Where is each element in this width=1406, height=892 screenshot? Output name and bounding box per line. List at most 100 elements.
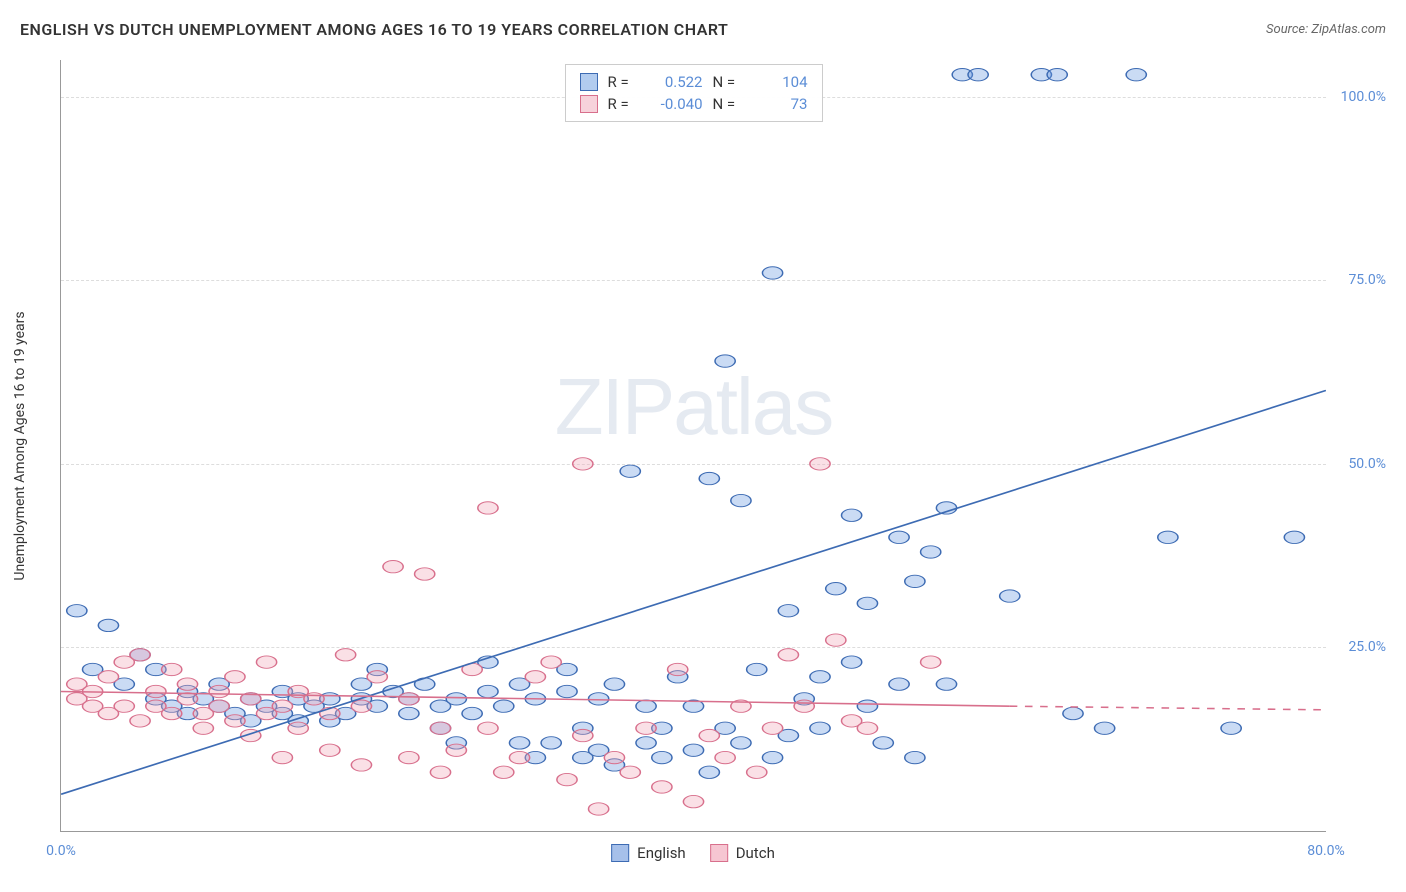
data-point [399, 693, 419, 705]
data-point [1158, 531, 1178, 543]
legend-item-dutch: Dutch [710, 844, 775, 862]
data-point [604, 678, 624, 690]
data-point [810, 458, 830, 470]
data-point [209, 700, 229, 712]
y-tick-label: 25.0% [1348, 639, 1386, 655]
data-point [494, 766, 514, 778]
data-point [399, 707, 419, 719]
legend-item-english: English [611, 844, 686, 862]
data-point [162, 663, 182, 675]
data-point [842, 656, 862, 668]
data-point [1221, 722, 1241, 734]
data-point [762, 751, 782, 763]
legend-label-dutch: Dutch [736, 844, 775, 862]
data-point [668, 663, 688, 675]
series-legend: English Dutch [611, 844, 775, 862]
data-point [209, 685, 229, 697]
y-tick-label: 100.0% [1341, 89, 1386, 105]
data-point [415, 568, 435, 580]
data-point [225, 671, 245, 683]
data-point [683, 744, 703, 756]
data-point [889, 678, 909, 690]
data-point [810, 722, 830, 734]
r-value-english: 0.522 [648, 73, 703, 91]
data-point [557, 685, 577, 697]
data-point [652, 751, 672, 763]
data-point [1284, 531, 1304, 543]
data-point [715, 355, 735, 367]
data-point [336, 649, 356, 661]
data-point [636, 700, 656, 712]
data-point [541, 656, 561, 668]
data-point [857, 700, 877, 712]
y-tick-label: 50.0% [1348, 456, 1386, 472]
data-point [288, 722, 308, 734]
data-point [130, 715, 150, 727]
plot-region: ZIPatlas R = 0.522 N = 104 R = -0.040 N … [60, 60, 1326, 832]
data-point [304, 693, 324, 705]
data-point [968, 69, 988, 81]
data-point [826, 634, 846, 646]
data-point [130, 649, 150, 661]
data-point [620, 465, 640, 477]
data-point [146, 685, 166, 697]
legend-row-english: R = 0.522 N = 104 [580, 71, 808, 93]
data-point [873, 737, 893, 749]
n-value-dutch: 73 [753, 95, 808, 113]
data-point [826, 583, 846, 595]
data-point [794, 700, 814, 712]
correlation-legend: R = 0.522 N = 104 R = -0.040 N = 73 [565, 64, 823, 122]
plot-svg [61, 60, 1326, 831]
data-point [573, 729, 593, 741]
data-point [762, 267, 782, 279]
x-tick-label: 80.0% [1307, 843, 1345, 859]
data-point [1000, 590, 1020, 602]
data-point [921, 546, 941, 558]
data-point [905, 751, 925, 763]
data-point [193, 722, 213, 734]
swatch-dutch-bottom [710, 844, 728, 862]
data-point [557, 773, 577, 785]
data-point [604, 751, 624, 763]
data-point [98, 619, 118, 631]
data-point [1047, 69, 1067, 81]
data-point [430, 766, 450, 778]
y-tick-label: 75.0% [1348, 272, 1386, 288]
data-point [589, 803, 609, 815]
data-point [478, 685, 498, 697]
data-point [573, 458, 593, 470]
chart-area: Unemployment Among Ages 16 to 19 years Z… [60, 60, 1326, 832]
trend-line-extrapolated [1010, 706, 1326, 710]
data-point [936, 678, 956, 690]
data-point [67, 605, 87, 617]
data-point [351, 759, 371, 771]
data-point [857, 722, 877, 734]
data-point [652, 781, 672, 793]
swatch-english [580, 73, 598, 91]
data-point [478, 722, 498, 734]
data-point [699, 766, 719, 778]
data-point [446, 744, 466, 756]
data-point [256, 656, 276, 668]
data-point [272, 751, 292, 763]
data-point [177, 678, 197, 690]
data-point [889, 531, 909, 543]
data-point [731, 494, 751, 506]
data-point [842, 509, 862, 521]
data-point [367, 671, 387, 683]
data-point [715, 751, 735, 763]
r-value-dutch: -0.040 [648, 95, 703, 113]
data-point [747, 663, 767, 675]
data-point [383, 560, 403, 572]
data-point [636, 722, 656, 734]
data-point [430, 722, 450, 734]
data-point [462, 707, 482, 719]
data-point [905, 575, 925, 587]
y-axis-label: Unemployment Among Ages 16 to 19 years [12, 311, 28, 580]
chart-title: ENGLISH VS DUTCH UNEMPLOYMENT AMONG AGES… [20, 20, 728, 39]
data-point [589, 693, 609, 705]
legend-label-english: English [637, 844, 686, 862]
data-point [636, 737, 656, 749]
data-point [320, 744, 340, 756]
data-point [399, 751, 419, 763]
